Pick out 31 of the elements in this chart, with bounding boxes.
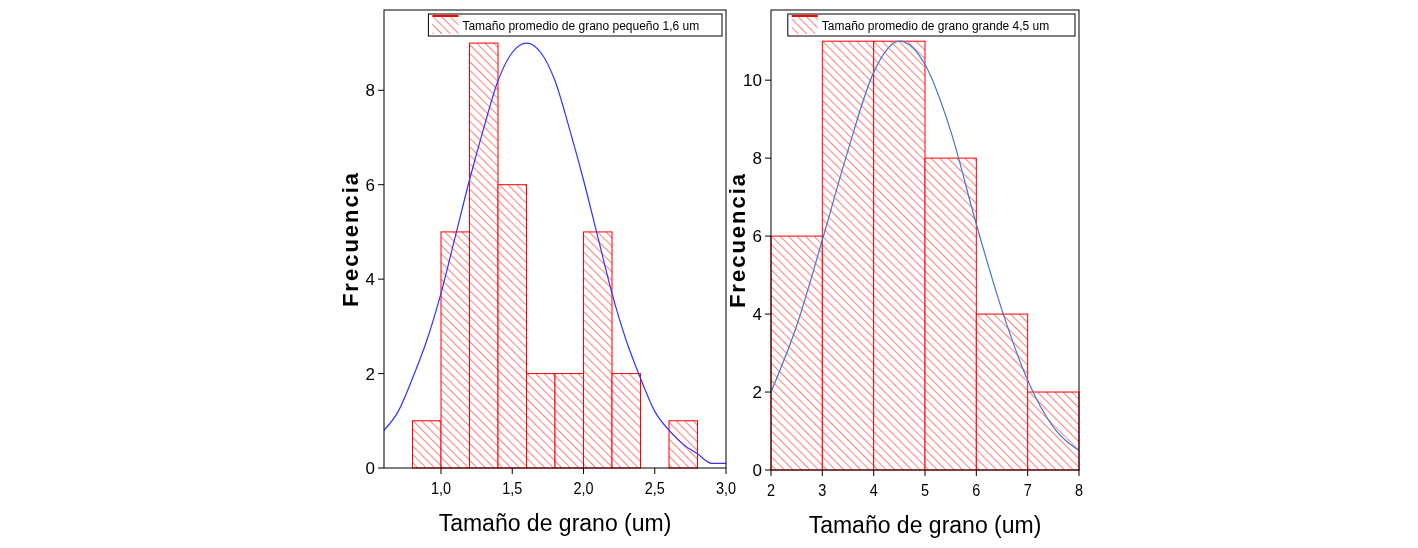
y-tick-label: 4 [365,270,375,290]
y-axis-title: Frecuencia [725,171,750,309]
y-tick-label: 6 [365,175,375,195]
legend-label: Tamaño promedio de grano grande 4,5 um [821,19,1050,33]
y-tick-label: 0 [365,459,375,478]
y-tick-label: 10 [743,71,762,91]
x-tick-label: 3,0 [715,478,737,498]
legend-label: Tamaño promedio de grano pequeño 1,6 um [462,19,700,33]
x-tick-label: 6 [972,480,981,500]
x-tick-label: 8 [1074,480,1084,500]
y-tick-label: 8 [752,149,762,169]
y-tick-label: 0 [752,461,762,480]
x-tick-label: 1,5 [502,478,523,498]
y-tick-label: 6 [752,227,762,247]
y-tick-label: 2 [752,383,762,403]
x-tick-label: 5 [920,480,930,500]
x-tick-label: 2,0 [573,478,594,498]
x-tick-label: 3 [818,480,827,500]
line-series [770,40,1080,452]
x-tick-label: 7 [1023,480,1032,500]
x-axis-title: Tamaño de grano (um) [808,512,1042,538]
y-axis-title: Frecuencia [338,170,363,308]
x-tick-label: 2 [766,480,776,500]
x-axis-title: Tamaño de grano (um) [438,510,672,536]
y-tick-label: 4 [752,305,762,325]
x-tick-label: 4 [869,480,878,500]
y-tick-label: 2 [365,364,375,384]
line-series [383,42,727,464]
x-tick-label: 2,5 [644,478,665,498]
y-tick-label: 8 [365,81,375,101]
x-tick-label: 1,0 [430,478,452,498]
